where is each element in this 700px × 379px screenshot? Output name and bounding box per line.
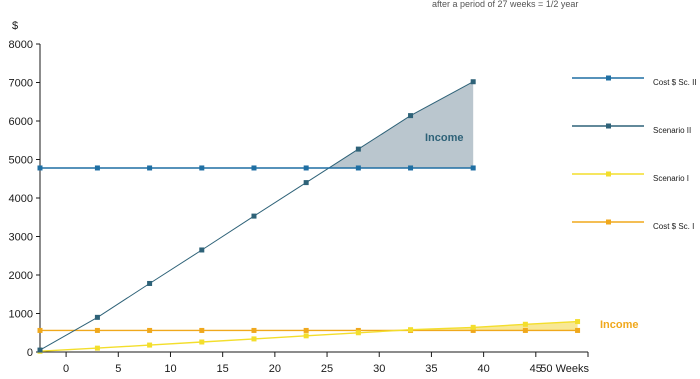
income-area-scenario-1	[397, 321, 578, 331]
data-point	[251, 327, 257, 333]
data-point	[37, 165, 43, 171]
y-tick-label: 6000	[9, 116, 33, 128]
data-point	[355, 146, 361, 152]
x-tick-label: 20	[269, 363, 281, 375]
data-point	[94, 314, 100, 320]
data-point	[522, 327, 528, 333]
y-tick-label: 3000	[9, 232, 33, 244]
data-point	[303, 333, 309, 339]
x-tick-label: 0	[63, 363, 69, 375]
data-point	[199, 165, 205, 171]
y-tick-label: 7000	[9, 78, 33, 90]
legend-label: Cost $ Sc. I	[653, 222, 694, 231]
data-point	[199, 339, 205, 345]
data-point	[355, 165, 361, 171]
data-point	[251, 213, 257, 219]
data-point	[522, 321, 528, 327]
income-area-scenario-2	[329, 81, 474, 168]
y-tick-label: 2000	[9, 270, 33, 282]
data-point	[408, 165, 414, 171]
data-point	[408, 113, 414, 119]
data-point	[575, 319, 581, 325]
data-point	[470, 327, 476, 333]
x-tick-label: 25	[321, 363, 333, 375]
legend-marker	[606, 219, 611, 225]
data-point	[37, 347, 43, 353]
data-point	[199, 327, 205, 333]
data-point	[147, 165, 153, 171]
y-tick-label: 8000	[9, 39, 33, 51]
chart-caption: after a period of 27 weeks = 1/2 year	[432, 0, 578, 9]
legend-label: Scenario II	[653, 126, 691, 135]
data-point	[575, 327, 581, 333]
y-tick-label: 5000	[9, 155, 33, 167]
x-tick-label: 45	[530, 363, 542, 375]
data-point	[199, 247, 205, 253]
data-point	[303, 165, 309, 171]
data-point	[147, 280, 153, 286]
y-axis-label: $	[12, 20, 18, 32]
x-tick-label: 10	[164, 363, 176, 375]
x-tick-label: 35	[425, 363, 437, 375]
y-tick-label: 4000	[9, 193, 33, 205]
x-tick-label: 15	[217, 363, 229, 375]
data-point	[470, 324, 476, 330]
data-point	[94, 345, 100, 351]
legend-marker	[606, 123, 611, 129]
data-point	[408, 327, 414, 333]
legend-marker	[606, 75, 611, 81]
legend-label: Scenario I	[653, 174, 689, 183]
data-point	[147, 327, 153, 333]
data-point	[251, 336, 257, 342]
data-point	[94, 165, 100, 171]
data-point	[470, 79, 476, 85]
series-line	[39, 320, 578, 352]
y-tick-label: 1000	[9, 309, 33, 321]
data-point	[303, 180, 309, 186]
x-tick-label: 5	[115, 363, 121, 375]
legend-label: Cost $ Sc. II	[653, 78, 697, 87]
data-point	[147, 342, 153, 348]
data-point	[94, 327, 100, 333]
legend-marker	[606, 171, 611, 177]
data-point	[251, 165, 257, 171]
x-tick-label: 50 Weeks	[540, 363, 589, 375]
income-annotation: Income	[600, 319, 639, 331]
data-point	[470, 165, 476, 171]
data-point	[355, 330, 361, 336]
data-point	[303, 327, 309, 333]
income-annotation: Income	[425, 132, 464, 144]
x-tick-label: 40	[477, 363, 489, 375]
y-tick-label: 0	[27, 347, 33, 359]
x-tick-label: 30	[373, 363, 385, 375]
data-point	[37, 327, 43, 333]
